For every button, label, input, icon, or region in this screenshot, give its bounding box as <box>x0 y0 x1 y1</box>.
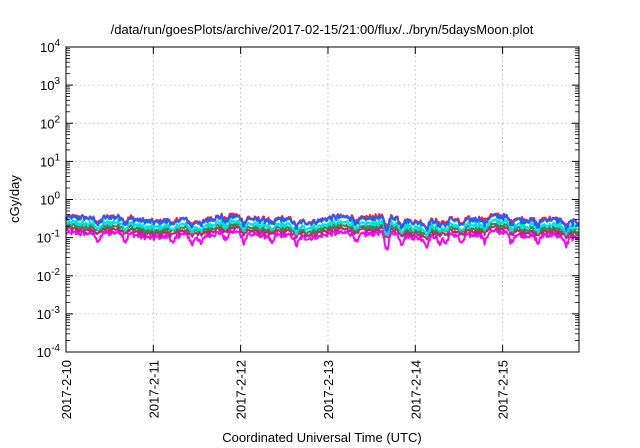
series-line-5 <box>65 212 580 232</box>
y-tick-labels: 10-4 10-3 10-2 10-1 100 101 102 103 104 <box>37 38 61 360</box>
y-tick-label: 10-4 <box>37 343 61 360</box>
x-tick-label: 2017-2-11 <box>146 360 161 418</box>
x-tick-label: 2017-2-12 <box>234 360 249 419</box>
y-tick-label: 103 <box>40 76 60 93</box>
x-tick-label: 2017-2-14 <box>408 360 423 419</box>
series-group <box>65 212 580 251</box>
series-line-3 <box>65 217 580 238</box>
y-axis-label: cGy/day <box>7 175 22 223</box>
y-tick-label: 10-1 <box>37 229 61 246</box>
y-tick-label: 100 <box>40 191 60 208</box>
y-tick-label: 10-3 <box>37 305 61 322</box>
series-line-2 <box>65 222 580 238</box>
chart-title: /data/run/goesPlots/archive/2017-02-15/2… <box>111 22 534 37</box>
axis-ticks <box>65 46 579 353</box>
x-tick-label: 2017-2-13 <box>321 360 336 419</box>
x-tick-label: 2017-2-15 <box>496 360 511 419</box>
grid-lines <box>66 47 579 352</box>
y-tick-label: 102 <box>40 114 60 131</box>
x-tick-labels: 2017-2-10 2017-2-11 2017-2-12 2017-2-13 2017… <box>59 360 511 419</box>
x-tick-label: 2017-2-10 <box>59 360 74 419</box>
x-axis-label: Coordinated Universal Time (UTC) <box>222 430 421 445</box>
y-tick-label: 10-2 <box>37 267 61 284</box>
y-tick-label: 104 <box>40 38 60 55</box>
y-tick-label: 101 <box>40 152 60 169</box>
